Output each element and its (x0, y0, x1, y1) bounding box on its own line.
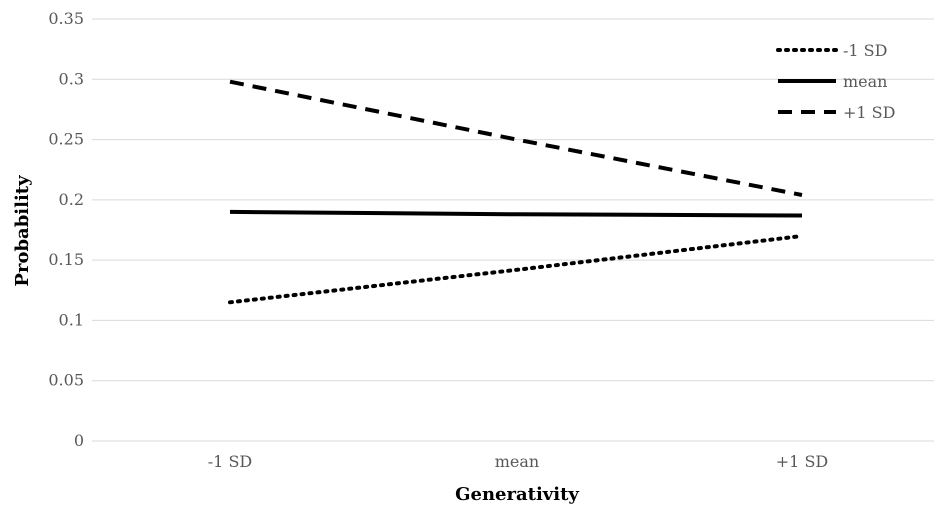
series-line-2 (229, 79, 803, 197)
y-tick-label: 0.15 (48, 250, 84, 269)
legend-label: mean (843, 72, 887, 91)
legend-label: +1 SD (843, 103, 895, 122)
y-axis-title: Probability (12, 175, 33, 287)
x-tick-label: +1 SD (776, 452, 828, 471)
legend-label: -1 SD (843, 41, 887, 60)
x-axis-title: Generativity (455, 484, 579, 505)
y-tick-label: 0 (74, 431, 84, 450)
y-tick-label: 0.05 (48, 371, 84, 390)
series-line-0 (228, 234, 804, 305)
x-axis-ticks: -1 SD mean +1 SD (208, 452, 828, 471)
y-axis-ticks: 0 0.05 0.1 0.15 0.2 0.25 0.3 0.35 (48, 9, 84, 450)
y-tick-label: 0.1 (59, 310, 84, 329)
y-tick-label: 0.25 (48, 130, 84, 149)
series-lines (228, 79, 804, 305)
legend: -1 SD mean +1 SD (776, 41, 895, 122)
y-tick-label: 0.35 (48, 9, 84, 28)
series-line-1 (229, 209, 803, 218)
x-tick-label: mean (495, 452, 539, 471)
y-tick-label: 0.3 (59, 69, 84, 88)
y-tick-label: 0.2 (59, 190, 84, 209)
x-tick-label: -1 SD (208, 452, 252, 471)
